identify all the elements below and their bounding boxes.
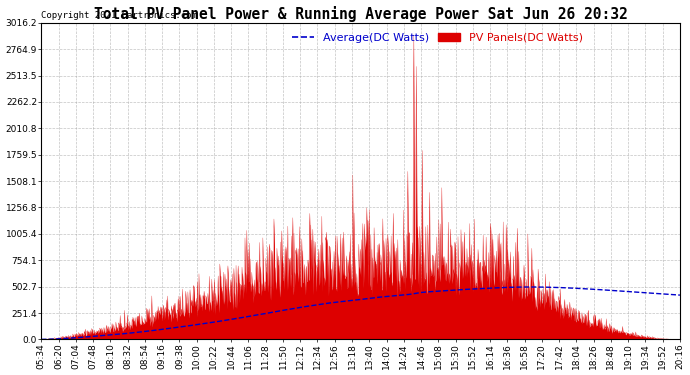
Title: Total PV Panel Power & Running Average Power Sat Jun 26 20:32: Total PV Panel Power & Running Average P…: [94, 6, 627, 21]
Legend: Average(DC Watts), PV Panels(DC Watts): Average(DC Watts), PV Panels(DC Watts): [287, 28, 587, 47]
Text: Copyright 2021 Cartronics.com: Copyright 2021 Cartronics.com: [41, 10, 197, 20]
